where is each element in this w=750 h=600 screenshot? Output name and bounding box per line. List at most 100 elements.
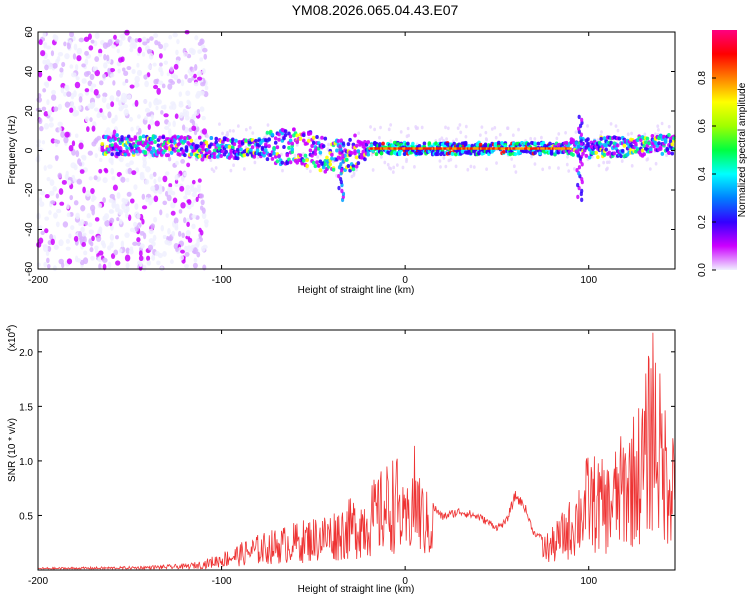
spectrogram-cell [156,87,161,95]
spectrogram-cell [321,165,326,170]
spectrogram-cell [108,198,114,203]
spectrogram-y-tick-label: 0 [24,147,35,153]
spectrogram-cell [490,127,494,131]
spectrogram-cell [158,80,164,86]
spectrogram-cell [112,80,116,86]
spectrogram-cell [71,72,77,78]
spectrogram-cell [181,124,186,131]
spectrogram-cell [57,52,64,57]
spectrogram-cell [667,150,671,155]
spectrogram-cell [368,147,371,150]
spectrogram-cell [354,164,359,169]
spectrogram-cell [152,171,157,177]
spectrogram-cell [485,167,488,171]
spectrogram-cell [548,165,551,170]
spectrogram-cell [146,260,152,266]
spectrogram-cell [116,146,121,151]
spectrogram-cell [70,225,75,231]
colorbar-gradient [712,30,737,270]
spectrogram-cell [146,72,151,78]
spectrogram-cell [150,114,154,120]
spectrogram-cell [38,225,43,230]
spectrogram-cell [115,133,119,138]
spectrogram-cell [45,250,50,256]
spectrogram-cell [181,232,185,239]
spectrogram-cell [516,147,519,150]
spectrogram-cell [134,75,140,83]
spectrogram-cell [146,255,151,261]
spectrogram-cell [439,165,442,169]
spectrogram-cell [199,90,205,96]
spectrogram-cell [528,147,531,150]
spectrogram-cell [184,245,188,252]
spectrogram-cell [640,148,645,153]
spectrogram-cell [161,83,166,89]
spectrogram-y-tick-label: 20 [24,105,35,117]
spectrogram-cell [46,176,51,182]
spectrogram-cell [72,111,78,117]
spectrogram-y-tick-label: -60 [24,261,35,276]
spectrogram-cell [55,155,59,162]
spectrogram-cell [142,41,148,46]
spectrogram-cell [69,194,74,201]
spectrogram-cell [44,228,49,234]
spectrogram-cell [112,129,117,135]
spectrogram-cell [491,147,494,150]
spectrogram-cell [227,144,232,149]
spectrogram-cell [167,83,173,90]
spectrogram-cell [484,130,488,135]
spectrogram-cell [200,245,206,252]
spectrogram-cell [177,230,182,237]
colorbar-tick-label: 0.6 [697,119,708,133]
spectrogram-cell [104,168,109,174]
spectrogram-cell [450,147,453,150]
spectrogram-cell [530,154,533,159]
spectrogram-cell [63,136,69,144]
spectrogram-cell [84,50,89,56]
spectrogram-cell [50,50,55,57]
spectrogram-cell [195,196,199,202]
spectrogram-cell [440,136,444,140]
spectrogram-cell [72,53,77,60]
spectrogram-cell [56,139,61,145]
spectrogram-cell [174,182,179,188]
spectrogram-cell [214,166,218,170]
spectrogram-cell [607,160,611,164]
spectrogram-cell [612,151,617,156]
spectrogram-cell [42,244,48,249]
spectrogram-cell [66,91,72,98]
spectrogram-cell [298,136,303,141]
spectrogram-cell [154,250,160,257]
spectrogram-cell [187,237,193,243]
spectrogram-cell [134,99,139,107]
spectrogram-cell [390,147,393,150]
spectrogram-cell [619,154,623,159]
spectrogram-cell [264,142,268,147]
spectrogram-cell [43,261,48,268]
spectrogram-cell [81,78,87,84]
spectrogram-cell [68,233,72,239]
spectrogram-cell [197,41,203,47]
spectrogram-cell [288,138,293,143]
spectrogram-cell [277,132,281,137]
spectrogram-cell [91,235,95,242]
spectrogram-cell [330,152,334,157]
spectrogram-cell [90,197,95,203]
spectrogram-cell [428,147,431,150]
spectrogram-cell [116,217,120,222]
spectrogram-cell [575,168,579,173]
spectrogram-cell [156,99,162,105]
spectrogram-cell [71,140,76,147]
spectrogram-cell [415,147,418,150]
spectrogram-cell [94,245,99,250]
spectrogram-cell [433,147,436,150]
spectrogram-cell [118,106,123,112]
spectrogram-cell [101,96,107,103]
spectrogram-cell [485,147,488,150]
spectrogram-cell [230,145,235,150]
spectrogram-cell [186,99,191,105]
spectrogram-cell [90,241,94,247]
spectrogram-cell [384,147,387,150]
spectrogram-cell [191,120,196,126]
